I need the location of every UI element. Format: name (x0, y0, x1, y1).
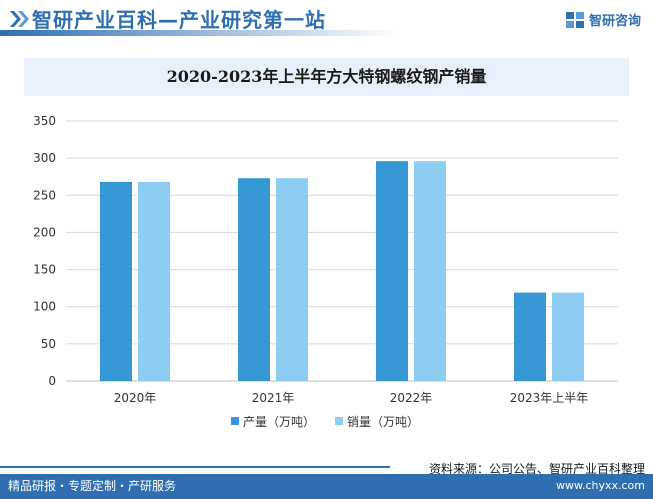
x-tick-label: 2022年 (390, 391, 433, 405)
page-footer: 资料来源：公司公告、智研产业百科整理 精品研报・专题定制・产研服务 www.ch… (0, 460, 653, 499)
y-tick-label: 50 (41, 337, 56, 351)
brand-name: 智研咨询 (588, 14, 641, 29)
x-tick-label: 2023年上半年 (510, 391, 589, 405)
double-chevron-icon (10, 11, 29, 27)
bar-production (376, 161, 408, 381)
header-title: 智研产业百科—产业研究第一站 (32, 8, 326, 32)
chart-title: 2020-2023年上半年方大特钢螺纹钢产销量 (166, 67, 487, 86)
source-note: 资料来源：公司公告、智研产业百科整理 (428, 462, 645, 476)
header-underline (0, 30, 400, 36)
chart-title-band: 2020-2023年上半年方大特钢螺纹钢产销量 (24, 58, 629, 96)
y-tick-label: 0 (48, 374, 56, 388)
footer-bar (0, 474, 653, 499)
footer-services: 精品研报・专题定制・产研服务 (8, 479, 177, 493)
footer-line (0, 466, 390, 468)
x-tick-label: 2020年 (114, 391, 157, 405)
bar-sales (138, 181, 170, 381)
bar-chart: 0 50 100 150 200 250 300 350 2020年 2021年 2022年 2023… (33, 114, 618, 429)
bar-sales (276, 178, 308, 381)
y-tick-label: 200 (33, 225, 56, 239)
legend-label: 销量（万吨） (347, 415, 419, 429)
page-header: 智研产业百科—产业研究第一站 智研咨询 (0, 0, 653, 38)
x-tick-label: 2021年 (252, 391, 295, 405)
y-tick-label: 300 (33, 151, 56, 165)
legend-swatch (335, 417, 343, 425)
y-tick-label: 100 (33, 300, 56, 314)
legend-label: 产量（万吨） (243, 415, 315, 429)
y-tick-label: 150 (33, 263, 56, 277)
bar-sales (414, 161, 446, 381)
legend-swatch (231, 417, 239, 425)
brand: 智研咨询 (565, 10, 641, 29)
bar-production (238, 178, 270, 381)
y-tick-label: 250 (33, 188, 56, 202)
brand-logo-icon (565, 11, 584, 28)
footer-url: www.chyxx.com (555, 479, 645, 492)
bar-production (514, 292, 546, 381)
bar-production (100, 181, 132, 381)
bar-sales (552, 292, 584, 381)
y-tick-label: 350 (33, 114, 56, 128)
